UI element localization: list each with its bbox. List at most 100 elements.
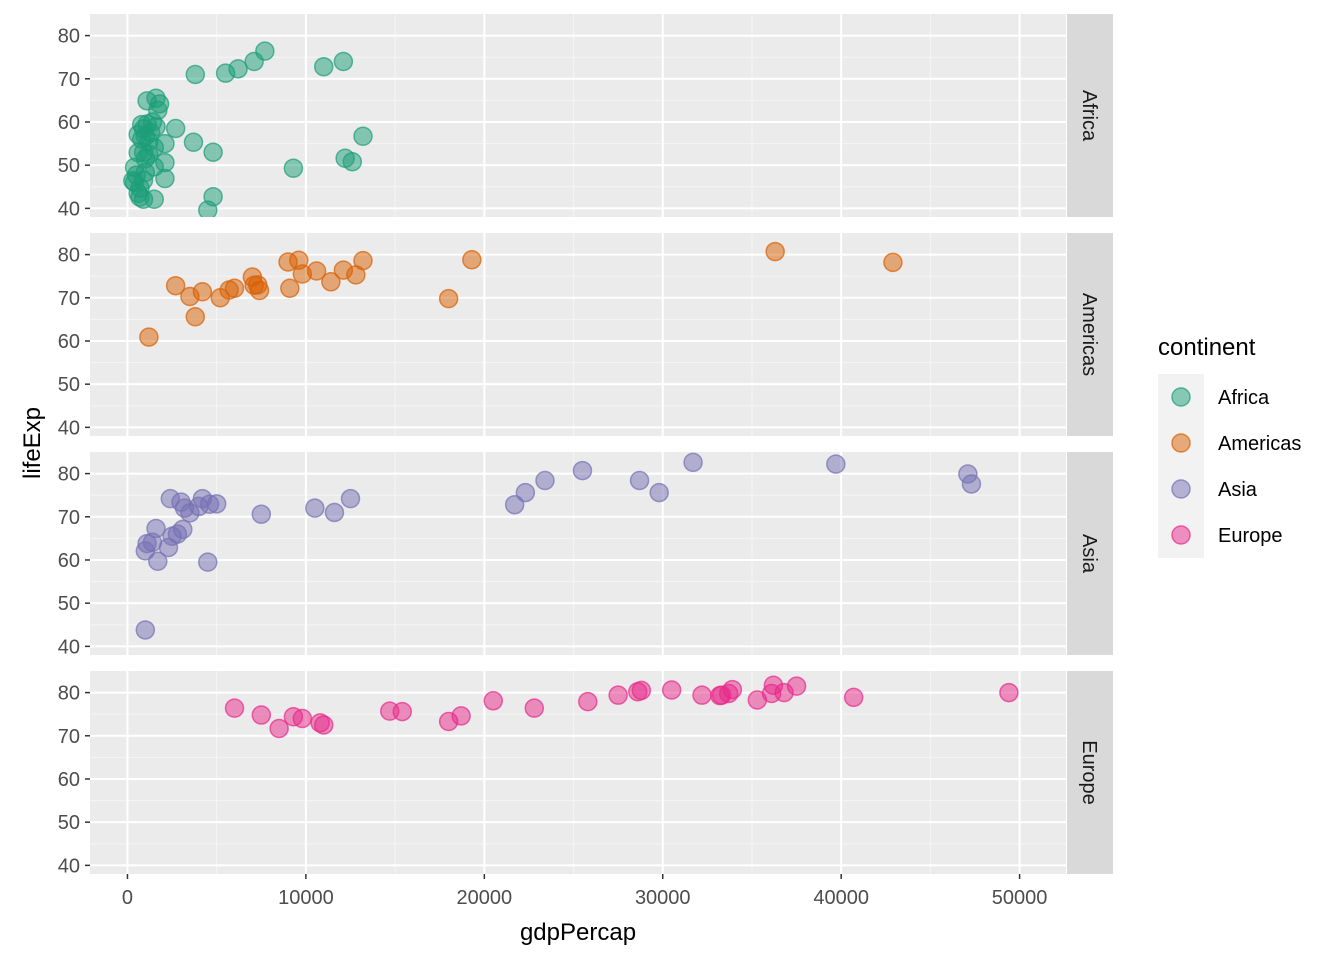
data-point	[340, 488, 361, 509]
data-point	[292, 708, 313, 729]
data-point	[629, 470, 650, 491]
data-point	[185, 307, 206, 327]
data-point	[692, 685, 712, 705]
data-point	[321, 272, 341, 292]
data-point	[883, 252, 903, 273]
series-points-africa	[123, 41, 373, 217]
data-point	[353, 126, 373, 146]
data-point	[786, 676, 807, 696]
y-tick-label: 60	[58, 550, 80, 572]
facet-strip-americas	[1067, 233, 1113, 436]
y-tick-label: 50	[58, 155, 80, 177]
y-tick-label: 70	[58, 726, 80, 748]
y-tick-label: 40	[58, 198, 80, 220]
legend-key-point	[1171, 479, 1191, 499]
data-point	[961, 474, 982, 494]
x-axis-title: gdpPercap	[520, 919, 636, 946]
y-tick-label: 60	[58, 769, 80, 791]
data-point	[999, 682, 1019, 703]
x-tick-label: 40000	[813, 887, 869, 909]
panel-background	[90, 671, 1066, 874]
data-point	[124, 157, 145, 178]
data-point	[572, 460, 593, 481]
data-point	[192, 281, 213, 302]
data-point	[333, 51, 354, 72]
data-point	[148, 551, 168, 572]
facet-strip-asia	[1067, 452, 1113, 655]
data-point	[283, 158, 304, 178]
x-tick-label: 30000	[635, 887, 691, 909]
data-point	[765, 241, 785, 262]
data-point	[313, 715, 334, 735]
data-point	[249, 280, 270, 301]
facet-strip-africa	[1067, 14, 1113, 217]
facet-strip-europe	[1067, 671, 1113, 874]
data-point	[228, 59, 248, 79]
data-point	[185, 64, 206, 85]
data-point	[535, 470, 555, 491]
series-points-asia	[135, 452, 982, 640]
data-point	[280, 278, 300, 299]
x-tick-label: 0	[122, 887, 133, 909]
facet-strip-label: Africa	[1078, 90, 1100, 142]
legend-item-americas: Americas	[1158, 420, 1301, 466]
data-point	[631, 680, 652, 701]
legend-label: Europe	[1218, 525, 1283, 547]
y-tick-label: 50	[58, 593, 80, 615]
data-point	[165, 118, 186, 139]
data-point	[342, 151, 363, 172]
legend-item-africa: Africa	[1158, 374, 1270, 420]
y-tick-label: 50	[58, 374, 80, 396]
y-tick-label: 50	[58, 812, 80, 834]
data-point	[483, 691, 503, 711]
legend-key-point	[1171, 433, 1191, 453]
y-tick-label: 80	[58, 683, 80, 705]
y-tick-label: 80	[58, 464, 80, 486]
data-point	[203, 142, 223, 162]
data-point	[722, 679, 743, 700]
facet-strip-label: Asia	[1078, 534, 1100, 574]
data-point	[255, 41, 275, 61]
data-point	[224, 698, 245, 718]
data-point	[224, 278, 245, 299]
y-tick-label: 60	[58, 331, 80, 353]
panel-background	[90, 452, 1066, 655]
data-point	[649, 482, 669, 503]
data-point	[251, 705, 272, 725]
panel-background	[90, 233, 1066, 436]
legend-key-point	[1171, 525, 1191, 545]
data-point	[661, 680, 682, 700]
data-point	[608, 685, 628, 705]
y-tick-label: 70	[58, 69, 80, 91]
y-axis-title: lifeExp	[19, 407, 46, 479]
legend: continent Africa Americas Asia Europe	[1158, 334, 1301, 558]
legend-title: continent	[1158, 334, 1256, 361]
data-point	[135, 620, 156, 640]
x-tick-label: 20000	[457, 887, 513, 909]
data-point	[251, 504, 272, 524]
series-points-europe	[224, 675, 1019, 739]
data-point	[128, 183, 148, 203]
data-point	[198, 200, 218, 217]
data-point	[451, 706, 471, 726]
x-tick-label: 50000	[992, 887, 1048, 909]
y-tick-label: 40	[58, 855, 80, 877]
x-tick-label: 10000	[278, 887, 334, 909]
legend-label: Africa	[1218, 387, 1270, 409]
facet-strip-label: Americas	[1078, 293, 1100, 376]
y-tick-label: 80	[58, 245, 80, 267]
y-tick-label: 80	[58, 26, 80, 48]
data-point	[313, 56, 334, 77]
legend-key-point	[1171, 387, 1191, 407]
data-point	[269, 718, 289, 739]
data-point	[843, 687, 864, 708]
facet-panel-americas: 40 50 60 70 80 Americas	[58, 233, 1113, 439]
data-point	[306, 261, 327, 281]
legend-label: Asia	[1218, 479, 1258, 501]
data-point	[128, 124, 148, 145]
data-point	[324, 502, 345, 523]
data-point	[139, 327, 159, 347]
data-point	[206, 494, 227, 514]
